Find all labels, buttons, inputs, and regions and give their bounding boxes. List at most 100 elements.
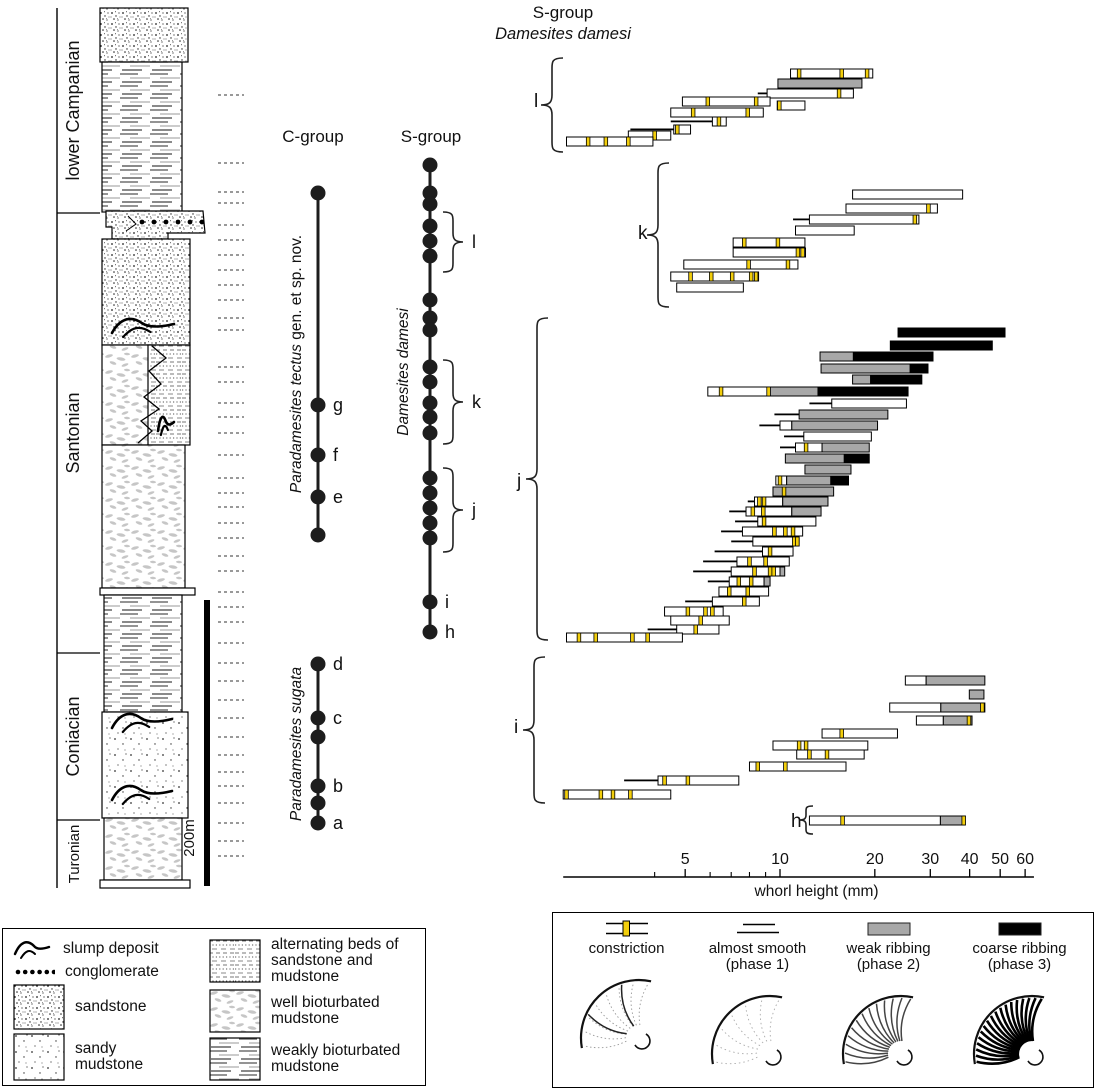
ammonite-outer-whorl — [972, 994, 1044, 1064]
constriction-mark — [747, 556, 752, 567]
ammonite-rib — [985, 1019, 1021, 1049]
constriction-mark — [840, 815, 845, 826]
constriction-mark — [790, 526, 796, 537]
unit-body — [103, 594, 183, 713]
unit-well-bioturbated-mudstone — [101, 444, 186, 589]
specimen-dot — [422, 185, 438, 201]
ammonite-rib — [989, 1014, 1022, 1047]
specimen-dot — [310, 729, 326, 745]
ammonite-constriction — [587, 1013, 627, 1035]
ammonite-rib — [714, 1043, 757, 1054]
specimen-dot — [310, 656, 326, 672]
legend-item-altbeds: alternating beds of sandstone and mudston… — [209, 937, 419, 984]
constriction-mark — [688, 271, 693, 282]
constriction-mark — [757, 496, 762, 507]
chart-header: S-group Damesites damesi — [478, 3, 648, 44]
group-label-l: l — [534, 91, 538, 112]
constriction-mark — [748, 576, 754, 587]
specimen-dot-label: a — [333, 813, 344, 833]
constriction-mark — [626, 136, 631, 147]
specimen-bar — [693, 566, 786, 577]
specimen-bar — [809, 398, 907, 409]
slump-swatch — [13, 941, 51, 959]
conglomerate-icon-dot — [51, 969, 55, 975]
specimen-bar — [772, 740, 869, 751]
ammonite-sketch-p2 — [841, 994, 913, 1066]
ammonite-rib — [982, 1024, 1020, 1050]
constriction-mark — [622, 920, 630, 937]
constriction-mark — [742, 237, 747, 248]
constriction-mark — [736, 576, 742, 587]
segment-gray — [939, 815, 966, 826]
specimen-bar — [774, 409, 889, 420]
segment-line — [685, 600, 713, 603]
unit-well-bioturbated-mudstone — [101, 344, 153, 446]
unit-body — [103, 817, 183, 881]
ammonite-inner-whorl — [1026, 1048, 1044, 1066]
c-group-upper-species-label: Paradamesites tectus gen. et sp. nov. — [288, 235, 305, 493]
specimen-group-i: i — [514, 656, 986, 804]
specimen-bar — [664, 606, 724, 617]
swatch-rect — [13, 983, 65, 1030]
specimen-dot-label: b — [333, 776, 343, 796]
specimen-bar — [784, 453, 870, 464]
legend-label-conglomerate: conglomerate — [65, 963, 159, 981]
segment-gray — [779, 566, 786, 577]
jagged-edge — [125, 215, 137, 232]
ammonite-rib — [594, 1002, 628, 1032]
unit-body — [101, 61, 183, 213]
constriction-mark — [703, 606, 708, 617]
constriction-mark — [727, 586, 732, 597]
specimen-dot — [310, 778, 326, 794]
stage-label: Coniacian — [63, 696, 83, 776]
segment-white — [718, 586, 770, 597]
specimen-bar — [732, 237, 806, 248]
ammonite-inner-whorl — [633, 1033, 651, 1050]
segment-white — [728, 576, 765, 587]
key-rect — [998, 922, 1041, 936]
ammonite-rib — [618, 985, 633, 1027]
lineage-brace-l — [442, 211, 464, 273]
ammonite-rib — [875, 1003, 895, 1044]
unit-well-bioturbated-mudstone — [103, 817, 183, 881]
segment-line — [784, 435, 804, 438]
constriction-mark — [652, 130, 657, 141]
ammonite-outer-whorl — [710, 994, 782, 1064]
key-rect — [867, 922, 910, 936]
x-axis-tick-label: 20 — [866, 851, 884, 868]
swatch-rect — [13, 1033, 65, 1081]
specimen-dot — [422, 470, 438, 486]
x-axis-tick-label: 5 — [681, 851, 690, 868]
specimen-bar — [735, 516, 817, 527]
specimen-bar — [714, 546, 794, 557]
ammonite-rib — [890, 997, 899, 1042]
ammonite-sketch-p1 — [710, 994, 782, 1066]
constriction-mark — [576, 632, 582, 643]
specimen-dot — [310, 185, 326, 201]
segment-white — [565, 632, 683, 643]
specimen-bar — [670, 107, 764, 118]
ammonite-illustration — [835, 974, 943, 1075]
constriction-mark — [753, 96, 759, 107]
segment-gray — [784, 453, 845, 464]
segment-black — [843, 453, 870, 464]
constriction-mark — [912, 214, 918, 225]
x-axis-tick-label: 30 — [921, 851, 939, 868]
ammonite-rib — [975, 1041, 1019, 1055]
sandstone-swatch — [13, 983, 65, 1030]
legend-item-wellbio: well bioturbated mudstone — [209, 989, 419, 1033]
segment-black — [830, 475, 850, 486]
specimen-dot-label: d — [333, 654, 343, 674]
x-axis-tick-label: 10 — [771, 851, 789, 868]
specimen-bar — [731, 536, 800, 547]
s-group-header: S-group — [400, 127, 462, 146]
constriction-mark — [755, 761, 760, 772]
segment-line — [714, 550, 763, 553]
constriction-mark — [796, 740, 802, 751]
segment-white — [766, 88, 854, 99]
segment-gray — [942, 715, 973, 726]
specimen-dot-label: g — [333, 395, 343, 415]
group-label-i: i — [514, 717, 518, 738]
segment-white — [681, 96, 771, 107]
